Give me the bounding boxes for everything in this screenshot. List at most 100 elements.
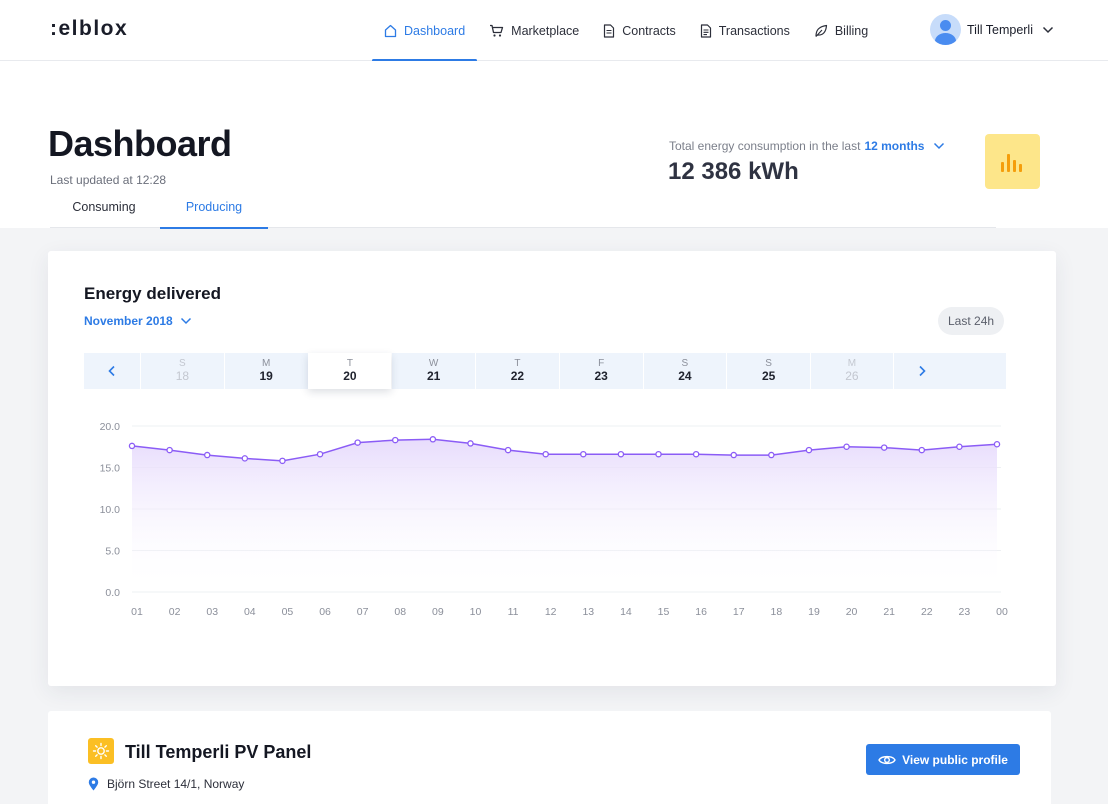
day-letter: W <box>428 358 439 369</box>
card-title: Energy delivered <box>84 284 222 303</box>
data-point[interactable] <box>768 451 775 459</box>
day-letter: M <box>847 358 857 369</box>
page-title: Dashboard <box>48 123 232 164</box>
address-text: Björn Street 14/1, Norway <box>107 777 245 791</box>
data-point[interactable] <box>805 446 813 454</box>
day-cell[interactable]: M 19 <box>223 353 308 389</box>
x-tick-label: 09 <box>432 606 444 618</box>
data-point[interactable] <box>279 457 286 465</box>
last-updated-text: Last updated at 12:28 <box>50 173 167 187</box>
day-letter: S <box>681 358 689 369</box>
data-point[interactable] <box>843 443 850 451</box>
data-point[interactable] <box>918 446 926 454</box>
total-consumption-label: Total energy consumption in the last 12 … <box>669 139 945 153</box>
x-tick-label: 21 <box>883 606 895 618</box>
x-tick-label: 15 <box>658 606 670 618</box>
home-icon <box>384 24 397 37</box>
y-tick-label: 0.0 <box>105 587 120 599</box>
day-cell[interactable]: W 21 <box>391 353 475 389</box>
data-point[interactable] <box>467 440 474 447</box>
month-selector[interactable]: November 2018 <box>84 314 192 328</box>
total-label-text: Total energy consumption in the last <box>669 139 861 153</box>
day-number: 25 <box>761 369 776 383</box>
tab-producing[interactable]: Producing <box>160 193 268 229</box>
day-number: 24 <box>678 369 692 383</box>
view-public-profile-button[interactable]: View public profile <box>866 744 1020 775</box>
data-point[interactable] <box>655 450 662 458</box>
x-tick-label: 11 <box>508 606 519 618</box>
nav-label-dashboard: Dashboard <box>404 23 466 38</box>
x-tick-label: 02 <box>169 606 181 618</box>
eye-icon <box>878 755 896 764</box>
data-point[interactable] <box>993 441 1001 448</box>
day-letter: M <box>261 358 271 369</box>
day-number: 26 <box>845 369 859 383</box>
day-number: 21 <box>426 369 441 383</box>
data-point[interactable] <box>692 450 700 458</box>
data-point[interactable] <box>166 446 173 454</box>
x-tick-label: 22 <box>921 606 933 618</box>
nav-item-billing[interactable]: Billing <box>802 0 880 61</box>
data-point[interactable] <box>580 450 587 458</box>
data-point[interactable] <box>354 439 361 446</box>
location-pin-icon <box>88 777 99 791</box>
period-selector[interactable]: 12 months <box>864 139 925 153</box>
elblox-logo[interactable]: :elblox <box>50 17 129 40</box>
energy-delivered-card: Energy delivered November 2018 Last 24h … <box>48 251 1056 686</box>
day-letter: S <box>765 358 772 369</box>
x-tick-label: 23 <box>959 606 971 618</box>
x-tick-label: 13 <box>582 606 594 618</box>
next-day-button[interactable] <box>894 353 950 389</box>
day-cell[interactable]: S 18 <box>140 353 224 389</box>
day-cell[interactable]: M 26 <box>810 353 894 389</box>
month-label: November 2018 <box>84 314 173 328</box>
day-cell[interactable]: T 20 <box>307 353 392 389</box>
nav-label-contracts: Contracts <box>622 23 676 38</box>
chevron-down-icon <box>1042 26 1054 33</box>
data-point[interactable] <box>203 451 211 459</box>
button-label: View public profile <box>902 752 1008 767</box>
x-tick-label: 10 <box>470 606 482 618</box>
x-tick-label: 05 <box>282 606 294 618</box>
data-point[interactable] <box>429 436 437 443</box>
chevron-down-icon <box>180 317 191 325</box>
x-tick-label: 20 <box>846 606 858 618</box>
x-tick-label: 17 <box>733 606 745 618</box>
day-letter: S <box>179 358 186 369</box>
data-point[interactable] <box>504 446 512 454</box>
avatar-head <box>940 20 951 31</box>
x-tick-label: 18 <box>771 606 783 618</box>
data-point[interactable] <box>956 443 963 451</box>
data-point[interactable] <box>617 450 625 458</box>
nav-item-contracts[interactable]: Contracts <box>591 0 688 61</box>
nav-item-dashboard[interactable]: Dashboard <box>372 0 478 62</box>
y-tick-label: 20.0 <box>100 421 121 433</box>
day-cell[interactable]: F 23 <box>558 353 643 389</box>
day-cell[interactable]: S 24 <box>642 353 727 389</box>
user-menu[interactable]: Till Temperli <box>930 14 1054 45</box>
data-point[interactable] <box>730 451 737 459</box>
nav-item-marketplace[interactable]: Marketplace <box>477 0 591 61</box>
x-tick-label: 16 <box>695 606 707 618</box>
energy-area-chart: 20.0 15.0 10.0 5.0 0.0 01 02 03 04 05 06 07 08 09 10 11… <box>100 421 1008 618</box>
page-header: Dashboard Last updated at 12:28 Consumin… <box>0 61 1108 229</box>
tab-consuming[interactable]: Consuming <box>72 200 136 214</box>
data-point[interactable] <box>316 450 324 458</box>
chevron-right-icon <box>919 365 926 377</box>
nav-item-transactions[interactable]: Transactions <box>688 0 802 61</box>
data-point[interactable] <box>542 450 549 458</box>
data-point[interactable] <box>128 442 136 450</box>
data-point[interactable] <box>392 436 399 444</box>
chevron-down-icon[interactable] <box>933 142 945 150</box>
last-24h-button[interactable]: Last 24h <box>938 307 1005 335</box>
x-tick-label: 07 <box>357 606 369 618</box>
data-point[interactable] <box>880 444 888 451</box>
day-cell[interactable]: S 25 <box>726 353 810 389</box>
sun-icon <box>92 742 110 760</box>
data-point[interactable] <box>241 455 249 462</box>
day-selector: S 18 M 19 T 20 W 21 T 22 F 23 S 24 S 25 M 26 <box>84 353 1006 389</box>
prev-day-button[interactable] <box>84 353 140 389</box>
day-letter: F <box>598 358 605 369</box>
x-tick-label: 04 <box>244 606 256 618</box>
day-cell[interactable]: T 22 <box>475 353 559 389</box>
